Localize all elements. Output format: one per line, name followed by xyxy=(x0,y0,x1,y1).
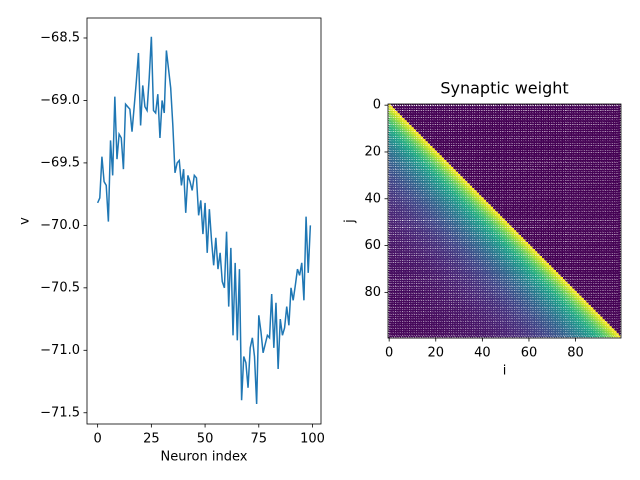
x-tick-label: 40 xyxy=(474,346,491,361)
y-tick-label: 20 xyxy=(364,144,381,159)
x-tick-label: 25 xyxy=(143,432,160,447)
x-tick-label: 0 xyxy=(93,432,101,447)
axes-frame xyxy=(86,17,322,425)
data-line xyxy=(96,36,312,405)
y-tick-label: 80 xyxy=(364,285,381,300)
x-tick-label: 60 xyxy=(521,346,538,361)
y-tick-label: −68.5 xyxy=(40,30,80,45)
chart-title: Synaptic weight xyxy=(440,79,568,98)
x-axis-label: Neuron index xyxy=(161,450,248,465)
x-tick-label: 50 xyxy=(197,432,214,447)
x-tick-label: 100 xyxy=(300,432,325,447)
y-tick-label: −71.5 xyxy=(40,405,80,420)
y-tick-label: −71.0 xyxy=(40,343,80,358)
x-tick-label: 80 xyxy=(567,346,584,361)
y-tick-label: 0 xyxy=(373,98,381,113)
y-tick-label: 40 xyxy=(364,191,381,206)
x-tick-label: 20 xyxy=(427,346,444,361)
y-axis-label: v xyxy=(18,217,33,225)
y-axis-label: j xyxy=(343,219,358,224)
axes-frame xyxy=(387,103,622,339)
y-tick-label: 60 xyxy=(364,238,381,253)
y-tick-label: −70.5 xyxy=(40,280,80,295)
y-tick-label: −69.5 xyxy=(40,155,80,170)
x-tick-label: 0 xyxy=(385,346,393,361)
x-tick-label: 75 xyxy=(251,432,268,447)
y-tick-label: −70.0 xyxy=(40,218,80,233)
x-axis-label: i xyxy=(503,364,507,379)
y-tick-label: −69.0 xyxy=(40,93,80,108)
